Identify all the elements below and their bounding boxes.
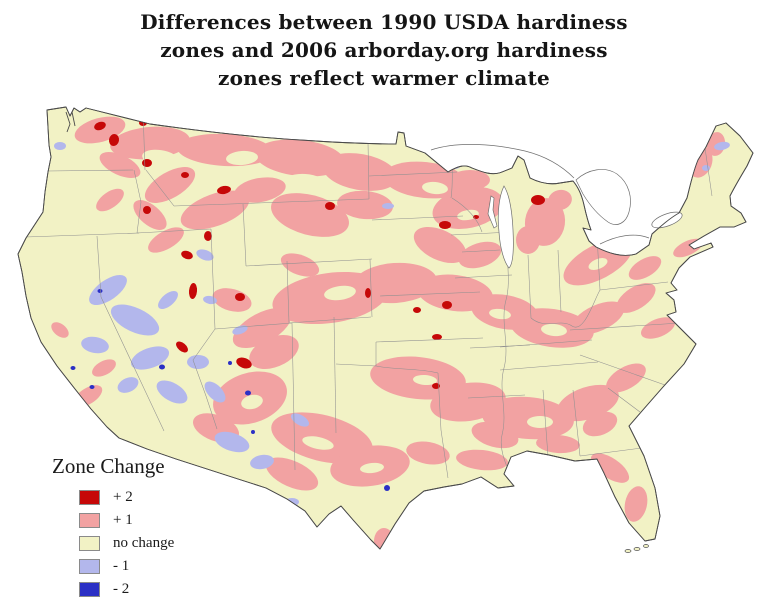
legend-swatch-minus-1	[79, 559, 100, 574]
title-line-2: zones and 2006 arborday.org hardiness	[160, 38, 608, 62]
legend-label: + 1	[113, 512, 133, 528]
puget-sound-detail	[65, 111, 76, 133]
legend-swatch-plus-1	[79, 513, 100, 528]
legend-item-plus-1: + 1	[52, 509, 174, 532]
title-line-3: zones reflect warmer climate	[218, 66, 550, 90]
page-title: Differences between 1990 USDA hardiness …	[0, 8, 768, 92]
green-bay	[487, 195, 498, 229]
legend-label: - 1	[113, 558, 130, 574]
legend-item-no-change: no change	[52, 532, 174, 555]
legend: Zone Change + 2 + 1 no change - 1 - 2	[52, 454, 174, 601]
legend-swatch-minus-2	[79, 582, 100, 597]
zone-minus2-regions	[70, 289, 390, 491]
lake-erie	[599, 234, 650, 245]
us-coastline	[17, 106, 754, 550]
title-line-1: Differences between 1990 USDA hardiness	[140, 10, 628, 34]
legend-label: no change	[113, 535, 175, 551]
legend-item-plus-2: + 2	[52, 486, 174, 509]
zone-nochange-holes	[142, 149, 608, 474]
legend-label: + 2	[113, 489, 133, 505]
legend-swatch-plus-2	[79, 490, 100, 505]
legend-swatch-no-change	[79, 536, 100, 551]
great-lakes	[430, 144, 683, 269]
legend-label: - 2	[113, 581, 130, 597]
legend-item-minus-1: - 1	[52, 555, 174, 578]
lake-huron	[575, 169, 631, 225]
legend-item-minus-2: - 2	[52, 578, 174, 601]
lake-superior	[430, 144, 575, 179]
zone-plus2-regions	[94, 120, 545, 389]
legend-heading: Zone Change	[52, 454, 165, 478]
lake-michigan	[497, 185, 514, 269]
florida-keys	[624, 544, 649, 553]
